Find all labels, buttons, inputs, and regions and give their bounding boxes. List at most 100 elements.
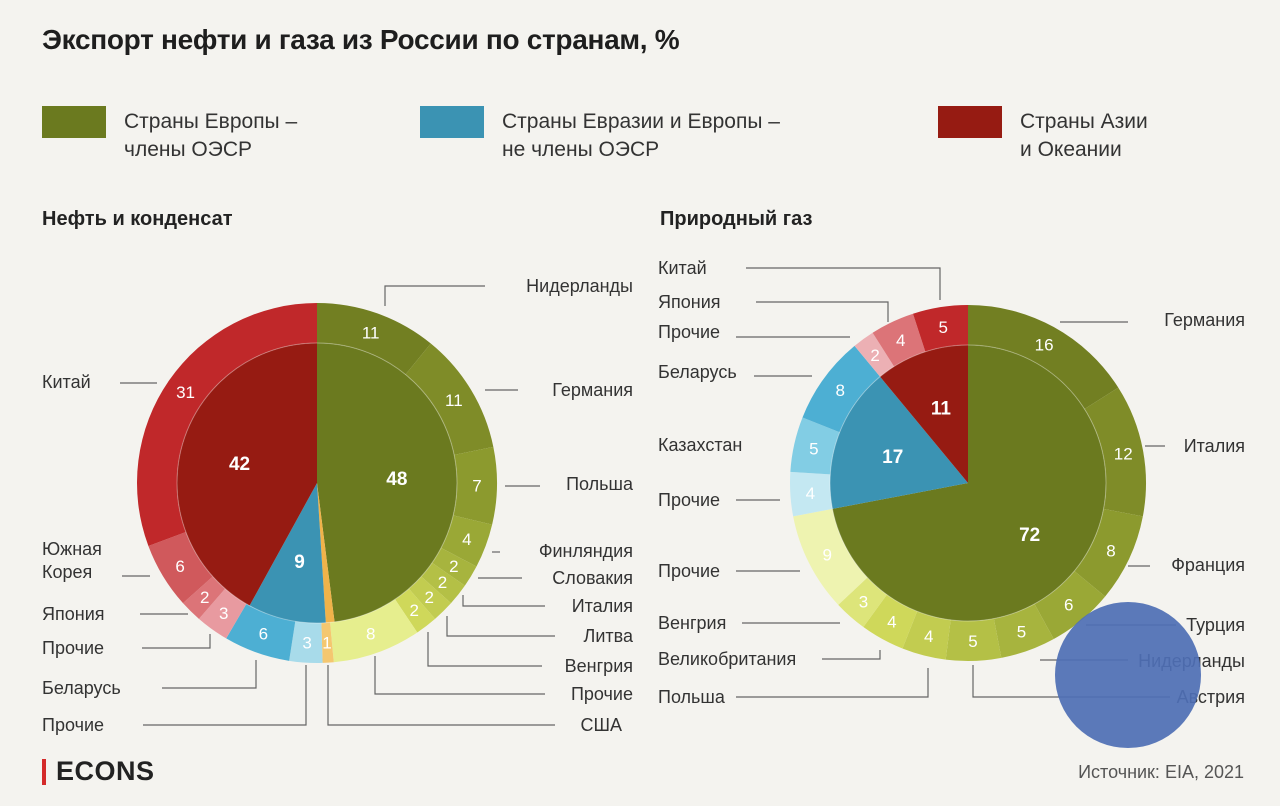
category-label: Италия [1184,436,1245,456]
outer-value-label: 11 [362,323,380,342]
leader-line [327,665,555,726]
category-label: Прочие [42,638,104,658]
inner-slice-сша [317,483,335,623]
category-label: Беларусь [658,362,737,382]
category-label: Великобритания [658,649,796,669]
inner-slice-страны-евразии-и-европы-не-члены-оэср [249,483,326,623]
legend-item-eurasia-non-oecd: Страны Евразии и Европы – не члены ОЭСР [420,106,780,164]
outer-value-label: 4 [924,627,933,646]
outer-value-label: 2 [425,588,434,607]
outer-value-label: 2 [410,601,419,620]
outer-slice-польша [453,446,497,525]
leader-line [162,660,257,689]
outer-slice-нидерланды [317,303,431,375]
leader-line [822,650,881,660]
category-label: Казахстан [658,435,742,455]
outer-value-label: 6 [175,557,184,576]
outer-slice-польша [902,611,951,660]
outer-value-label: 2 [870,346,879,365]
outer-value-label: 4 [896,331,905,350]
outer-slice-прочие [289,621,323,663]
inner-value-label: 48 [386,469,407,490]
outer-slice-германия [405,343,494,455]
outer-value-label: 16 [1035,336,1054,355]
category-label: Венгрия [658,613,726,633]
inner-slice-страны-евразии-и-европы-не-члены-оэср [830,376,968,509]
legend-item-asia-oceania: Страны Азии и Океании [938,106,1148,164]
legend-label: Страны Европы – [124,110,298,133]
outer-slice-южная-корея [148,532,213,604]
legend-swatch [42,106,106,138]
category-label: Китай [658,258,707,278]
category-label: Китай [42,372,91,392]
category-label: Италия [572,596,633,616]
brand-name: ECONS [56,756,155,786]
brand-logo: ECONS [42,756,155,787]
leader-line [746,267,941,300]
outer-value-label: 2 [449,557,458,576]
category-label: Германия [1164,310,1245,330]
outer-slice-япония [182,576,226,619]
outer-slice-япония [872,313,926,367]
leader-line [142,634,211,649]
outer-value-label: 4 [887,612,896,631]
category-label: Нидерланды [526,276,633,296]
outer-value-label: 7 [472,476,481,495]
outer-slice-италия [421,562,465,604]
legend-label: Страны Азии [1020,110,1148,133]
outer-value-label: 5 [939,318,948,337]
category-label: Япония [42,604,105,624]
category-label: Германия [552,380,633,400]
outer-value-label: 8 [366,625,375,644]
category-label: Венгрия [565,656,633,676]
category-label: Франция [1171,555,1245,575]
outer-slice-италия [1084,387,1146,517]
category-label: Южная [42,539,102,559]
ring-separator [829,344,1107,622]
ring-separator [176,342,458,624]
inner-value-label: 17 [882,447,903,468]
inner-value-label: 9 [294,552,305,573]
outer-slice-беларусь [802,345,881,433]
outer-slice-великобритания [863,594,918,649]
legend-swatch [938,106,1002,138]
source-note: Источник: EIA, 2021 [1078,762,1244,782]
oil-chart-title: Нефть и конденсат [42,208,233,230]
outer-slice-прочие [854,332,895,377]
outer-value-label: 31 [176,383,195,402]
outer-value-label: 1 [322,634,331,653]
outer-value-label: 6 [259,625,268,644]
leader-line [446,616,555,637]
inner-slice-страны-азии-и-океании [176,343,317,606]
outer-slice-китай [136,303,317,547]
outer-value-label: 5 [809,440,818,459]
outer-value-label: 3 [859,593,868,612]
outer-slice-казахстан [790,417,840,475]
leader-line [736,668,929,698]
outer-value-label: 11 [445,391,463,410]
outer-slice-беларусь [226,603,296,661]
outer-value-label: 2 [438,573,447,592]
category-label: Прочие [42,715,104,735]
outer-slice-словакия [432,547,477,586]
leader-line [462,595,545,607]
category-label: США [580,715,622,735]
category-label: Прочие [571,684,633,704]
outer-value-label: 3 [302,634,311,653]
outer-value-label: 5 [968,632,977,651]
outer-value-label: 4 [806,484,815,503]
inner-value-label: 11 [931,399,952,420]
outer-slice-венгрия [395,588,436,633]
legend-label: члены ОЭСР [124,138,252,161]
leader-line [384,285,485,306]
outer-slice-венгрия [838,577,887,628]
outer-slice-литва [408,576,452,619]
watermark-logo [1055,602,1201,748]
category-label: Прочие [658,561,720,581]
legend-swatch [420,106,484,138]
inner-slice-страны-азии-и-океании [880,345,968,483]
outer-slice-турция [1034,570,1106,639]
category-label: Прочие [658,490,720,510]
outer-slice-прочие [793,508,868,605]
